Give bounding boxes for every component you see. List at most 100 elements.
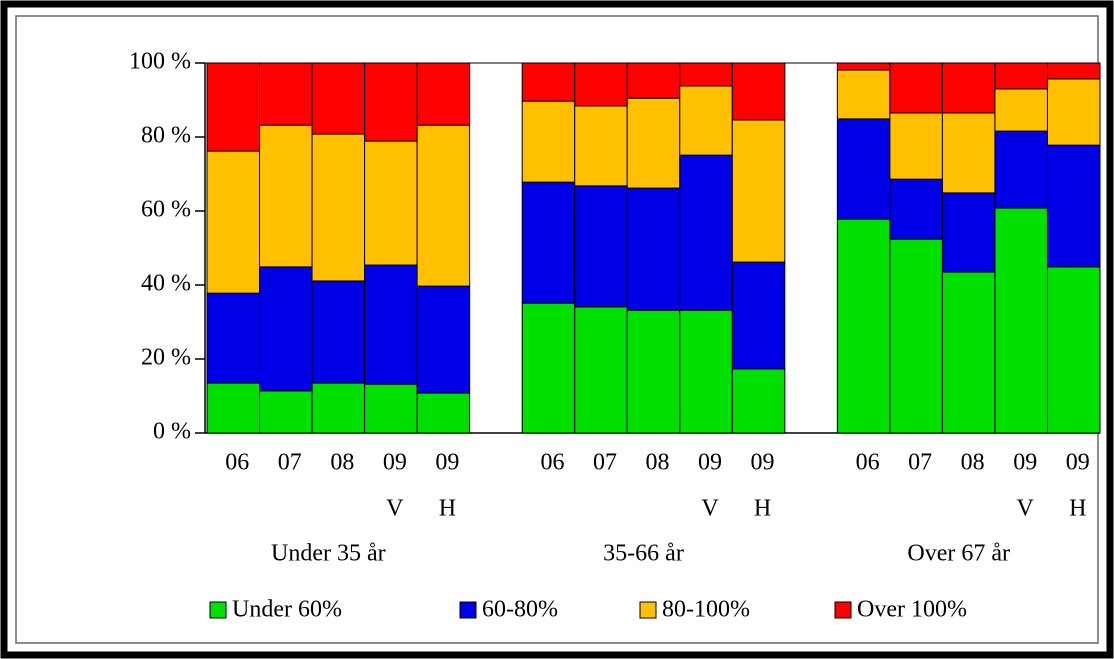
- x-tick-label: 09: [751, 450, 775, 476]
- bar-segment: [889, 112, 943, 180]
- bar-segment: [259, 62, 313, 126]
- bar-segment: [1046, 78, 1101, 146]
- bar-segment: [679, 154, 733, 311]
- x-sublabel: V: [1017, 496, 1035, 522]
- bar-segment: [259, 390, 313, 434]
- bar-segment: [889, 178, 943, 240]
- y-tick-label: 100 %: [129, 49, 191, 75]
- bar-segment: [836, 69, 891, 120]
- bar-segment: [521, 302, 576, 434]
- bar-segment: [416, 285, 471, 394]
- bar-segment: [994, 62, 1048, 90]
- x-tick-label: 09: [1013, 450, 1037, 476]
- bar-segment: [941, 112, 996, 194]
- bar-segment: [574, 105, 628, 187]
- legend-swatch: [834, 601, 852, 619]
- y-tick-label: 20 %: [141, 345, 191, 371]
- bar-segment: [836, 62, 891, 71]
- bar-segment: [259, 266, 313, 392]
- bar-segment: [364, 264, 418, 385]
- y-tick-label: 80 %: [141, 123, 191, 149]
- bar-segment: [311, 133, 366, 282]
- bar-segment: [364, 140, 418, 266]
- x-tick-label: 07: [908, 450, 932, 476]
- bar-segment: [836, 118, 891, 220]
- bar-segment: [731, 368, 786, 434]
- bar-segment: [521, 181, 576, 304]
- bar-segment: [1046, 62, 1101, 80]
- bar-segment: [626, 187, 681, 311]
- group-label: Under 35 år: [271, 541, 386, 567]
- bar-segment: [206, 62, 261, 152]
- legend-label: Under 60%: [232, 597, 342, 623]
- bar-segment: [731, 62, 786, 121]
- x-tick-label: 06: [225, 450, 249, 476]
- bar-segment: [941, 271, 996, 434]
- bar-segment: [889, 62, 943, 114]
- bar-segment: [679, 85, 733, 156]
- bar-segment: [364, 383, 418, 434]
- bar-segment: [1046, 144, 1101, 268]
- bar-segment: [679, 309, 733, 434]
- x-tick-label: 09: [698, 450, 722, 476]
- y-tick-label: 40 %: [141, 271, 191, 297]
- x-tick-label: 07: [278, 450, 302, 476]
- bar-segment: [889, 238, 943, 434]
- x-sublabel: V: [386, 496, 404, 522]
- x-sublabel: V: [701, 496, 719, 522]
- bar-segment: [311, 62, 366, 135]
- legend-label: 60-80%: [482, 597, 558, 623]
- x-tick-label: 09: [383, 450, 407, 476]
- bar-segment: [206, 292, 261, 384]
- y-tick-label: 0 %: [153, 419, 191, 445]
- bar-segment: [416, 124, 471, 287]
- bar-segment: [521, 62, 576, 102]
- bar-segment: [941, 192, 996, 273]
- bar-segment: [574, 62, 628, 107]
- bar-segment: [311, 280, 366, 384]
- bar-segment: [994, 207, 1048, 434]
- x-tick-label: 08: [961, 450, 985, 476]
- bar-segment: [364, 62, 418, 142]
- bar-segment: [626, 97, 681, 189]
- bar-segment: [1046, 266, 1101, 434]
- bar-segment: [731, 261, 786, 370]
- group-label: 35-66 år: [603, 541, 684, 567]
- bar-segment: [679, 62, 733, 87]
- legend-label: Over 100%: [857, 597, 967, 623]
- x-tick-label: 09: [435, 450, 459, 476]
- bar-segment: [416, 62, 471, 126]
- bar-segment: [416, 392, 471, 434]
- x-tick-label: 06: [540, 450, 564, 476]
- x-tick-label: 06: [856, 450, 880, 476]
- legend-swatch: [639, 601, 657, 619]
- x-sublabel: H: [1069, 496, 1086, 522]
- x-sublabel: H: [754, 496, 771, 522]
- x-tick-label: 08: [646, 450, 670, 476]
- bar-segment: [311, 382, 366, 434]
- bar-segment: [626, 62, 681, 99]
- bar-segment: [574, 306, 628, 434]
- bar-segment: [941, 62, 996, 114]
- x-tick-label: 07: [593, 450, 617, 476]
- bar-segment: [521, 100, 576, 183]
- group-label: Over 67 år: [907, 541, 1010, 567]
- x-sublabel: H: [439, 496, 456, 522]
- bar-segment: [206, 382, 261, 434]
- bar-segment: [836, 218, 891, 434]
- bar-segment: [574, 185, 628, 308]
- x-tick-label: 08: [330, 450, 354, 476]
- bar-segment: [994, 88, 1048, 132]
- bar-segment: [626, 309, 681, 434]
- bar-segment: [994, 130, 1048, 209]
- legend-label: 80-100%: [662, 597, 750, 623]
- legend-swatch: [459, 601, 477, 619]
- x-tick-label: 09: [1066, 450, 1090, 476]
- bar-segment: [731, 119, 786, 263]
- bar-segment: [206, 150, 261, 294]
- legend-swatch: [209, 601, 227, 619]
- y-tick-label: 60 %: [141, 197, 191, 223]
